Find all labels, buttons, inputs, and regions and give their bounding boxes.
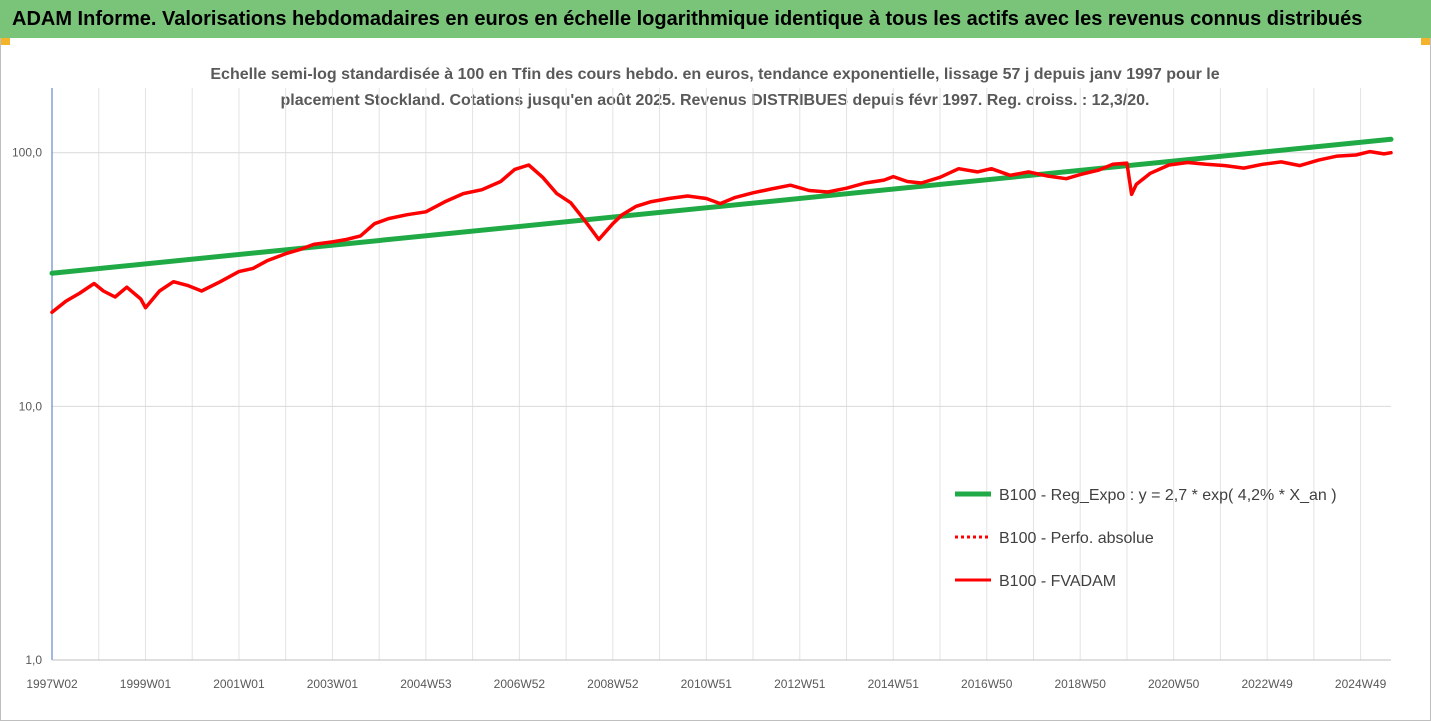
series-line-0 [49, 136, 1394, 276]
x-tick-label: 2024W49 [1335, 677, 1387, 691]
x-axis-ticks: 1997W02 1999W01 2001W01 2003W01 2004W53 2006W… [26, 677, 1386, 691]
corner-mark-left [0, 38, 10, 45]
x-tick-label: 2016W50 [961, 677, 1013, 691]
legend-label-2: B100 - FVADAM [999, 573, 1116, 590]
legend: B100 - Reg_Expo : y = 2,7 * exp( 4,2% * … [955, 487, 1337, 590]
y-tick-label: 10,0 [19, 399, 43, 413]
x-tick-label: 2010W51 [681, 677, 733, 691]
x-tick-label: 2018W50 [1055, 677, 1107, 691]
legend-label-1: B100 - Perfo. absolue [999, 530, 1154, 547]
x-tick-label: 2020W50 [1148, 677, 1200, 691]
x-tick-label: 2012W51 [774, 677, 826, 691]
report-title: ADAM Informe. Valorisations hebdomadaire… [0, 0, 1431, 38]
x-tick-label: 2014W51 [868, 677, 920, 691]
chart-title-line-2: placement Stockland. Cotations jusqu'en … [280, 92, 1150, 109]
corner-mark-right [1421, 38, 1431, 45]
y-tick-label: 100,0 [12, 146, 42, 160]
y-axis-ticks: 1,0 10,0 100,0 [12, 146, 42, 667]
x-tick-label: 2003W01 [307, 677, 359, 691]
x-tick-label: 2022W49 [1241, 677, 1293, 691]
x-tick-label: 1999W01 [120, 677, 172, 691]
series-lines [49, 136, 1394, 315]
legend-label-0: B100 - Reg_Expo : y = 2,7 * exp( 4,2% * … [999, 487, 1337, 504]
x-tick-label: 1997W02 [26, 677, 78, 691]
chart-title: Echelle semi-log standardisée à 100 en T… [140, 62, 1290, 114]
x-tick-label: 2006W52 [494, 677, 546, 691]
y-tick-label: 1,0 [25, 653, 42, 667]
chart-title-line-1: Echelle semi-log standardisée à 100 en T… [210, 66, 1220, 83]
x-tick-label: 2004W53 [400, 677, 452, 691]
x-tick-label: 2001W01 [213, 677, 265, 691]
series-line-2 [50, 149, 1393, 315]
gridlines [51, 88, 1391, 661]
x-tick-label: 2008W52 [587, 677, 639, 691]
